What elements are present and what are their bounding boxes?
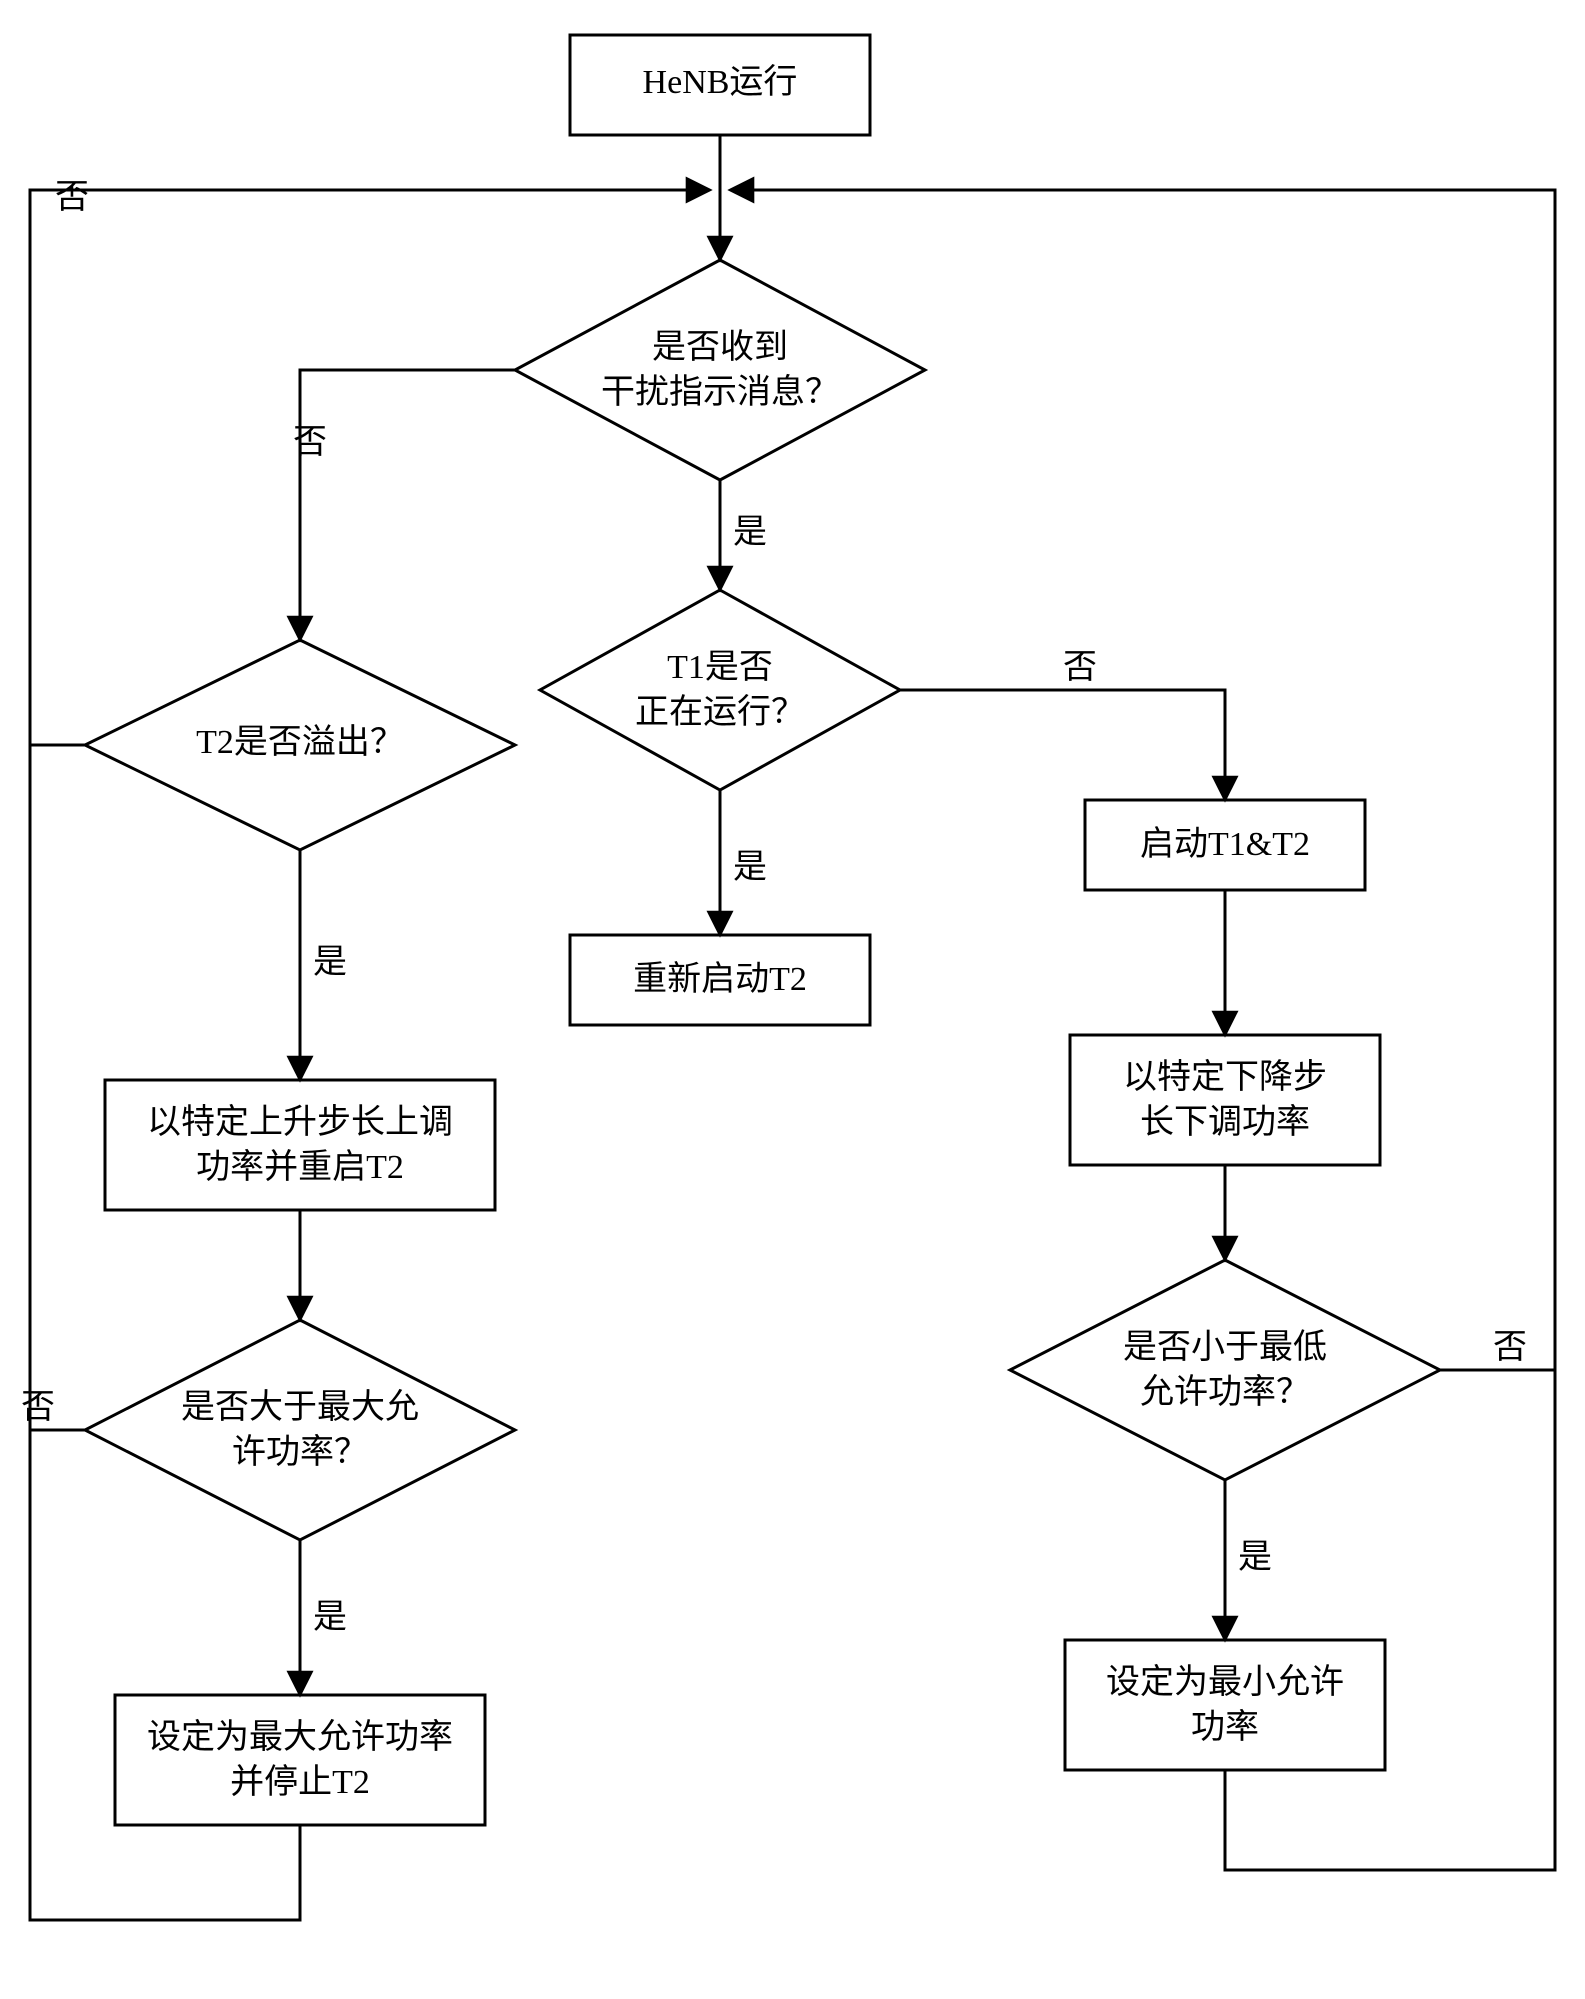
node-d-interf: 是否收到 干扰指示消息？	[515, 260, 925, 480]
lbl-dt2over-no: 否	[55, 179, 89, 216]
edge-dgtmax-no-loop	[30, 745, 85, 1430]
decr-line2: 长下调功率	[1140, 1103, 1310, 1141]
set-min-line1: 设定为最小允许	[1106, 1663, 1344, 1701]
node-start-t1t2: 启动T1&T2	[1085, 800, 1365, 890]
decr-line1: 以特定下降步	[1123, 1058, 1327, 1096]
start-t1t2-label: 启动T1&T2	[1140, 825, 1310, 863]
lbl-dgtmax-no: 否	[21, 1389, 55, 1426]
node-set-max: 设定为最大允许功率 并停止T2	[115, 1695, 485, 1825]
node-restart-t2: 重新启动T2	[570, 935, 870, 1025]
d-gt-max-line1: 是否大于最大允	[181, 1388, 419, 1426]
d-t2-over-label: T2是否溢出？	[196, 723, 404, 761]
lbl-dt2over-yes: 是	[313, 944, 347, 981]
set-max-line1: 设定为最大允许功率	[147, 1718, 453, 1756]
node-d-t1: T1是否 正在运行？	[540, 590, 900, 790]
flowchart-canvas: HeNB运行 是否收到 干扰指示消息？ T1是否 正在运行？ 重新启动T2 启动…	[0, 0, 1585, 1999]
lbl-dgtmax-yes: 是	[313, 1599, 347, 1636]
edge-dint-dt2over	[300, 370, 515, 640]
node-set-min: 设定为最小允许 功率	[1065, 1640, 1385, 1770]
node-d-gt-max: 是否大于最大允 许功率？	[85, 1320, 515, 1540]
d-lt-min-line2: 允许功率？	[1140, 1373, 1310, 1411]
d-lt-min-line1: 是否小于最低	[1123, 1329, 1327, 1366]
d-gt-max-line2: 许功率？	[232, 1433, 368, 1471]
lbl-dint-no: 否	[293, 424, 327, 461]
set-max-line2: 并停止T2	[230, 1763, 370, 1801]
lbl-dt1-no: 否	[1063, 649, 1097, 686]
d-interf-line2: 干扰指示消息？	[601, 373, 839, 411]
lbl-dint-yes: 是	[733, 514, 767, 551]
node-d-t2-over: T2是否溢出？	[85, 640, 515, 850]
start-label: HeNB运行	[643, 63, 798, 101]
d-t1-line1: T1是否	[667, 649, 773, 686]
edge-dt1-start	[900, 690, 1225, 800]
lbl-dt1-yes: 是	[733, 849, 767, 886]
node-start: HeNB运行	[570, 35, 870, 135]
node-decr: 以特定下降步 长下调功率	[1070, 1035, 1380, 1165]
node-incr: 以特定上升步长上调 功率并重启T2	[105, 1080, 495, 1210]
lbl-dltmin-yes: 是	[1238, 1539, 1272, 1576]
incr-line2: 功率并重启T2	[196, 1148, 404, 1186]
set-min-line2: 功率	[1191, 1708, 1259, 1746]
d-interf-line1: 是否收到	[652, 328, 788, 366]
restart-t2-label: 重新启动T2	[633, 960, 807, 998]
d-t1-line2: 正在运行？	[635, 693, 805, 731]
node-d-lt-min: 是否小于最低 允许功率？	[1010, 1260, 1440, 1480]
incr-line1: 以特定上升步长上调	[147, 1103, 453, 1141]
lbl-dltmin-no: 否	[1493, 1329, 1527, 1366]
